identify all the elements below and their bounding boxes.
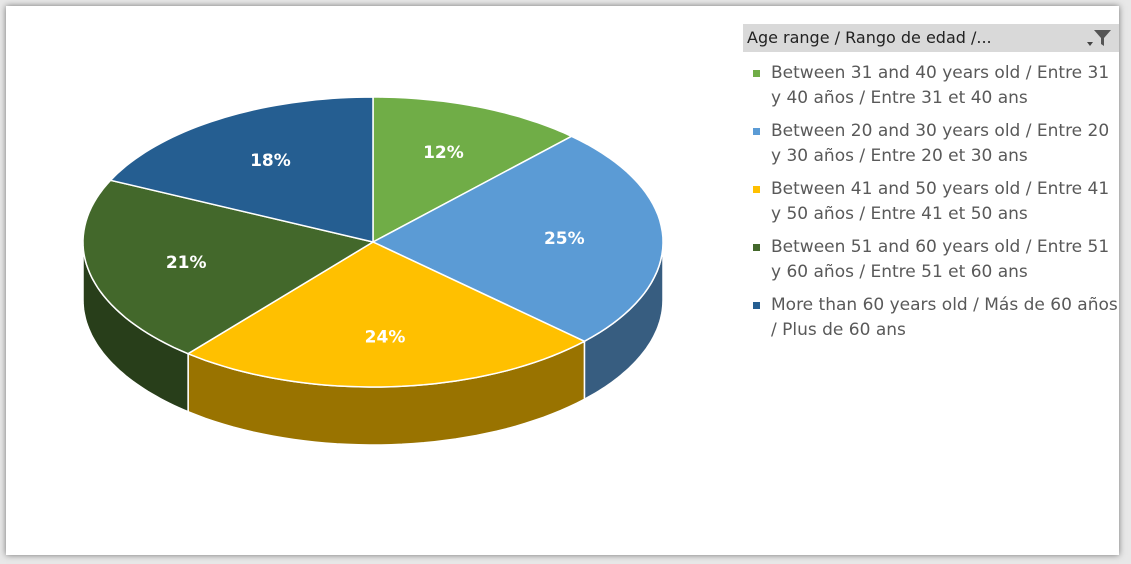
slice [372,96,574,244]
legend-label: Between 20 and 30 years old / Entre 20 y… [771,121,1110,166]
legend-entry: Between 41 and 50 years old / Entre 41 y… [743,177,1121,226]
legend-swatch [753,128,760,135]
slice [82,179,375,355]
legend-entry: Between 51 and 60 years old / Entre 51 y… [743,235,1121,284]
data-label: 25% [544,229,585,249]
data-label: 12% [423,143,464,163]
legend-label: More than 60 years old / Más de 60 años … [771,295,1118,340]
slice [186,241,587,388]
filter-icon[interactable] [1085,28,1113,48]
chart: 12% 25% 24% 21% 18% [82,96,664,446]
data-label: 24% [365,328,406,348]
legend-title-text: Age range / Rango de edad /... [747,28,992,47]
slice [109,96,374,243]
legend-swatch [753,302,760,309]
legend-label: Between 31 and 40 years old / Entre 31 y… [771,63,1110,108]
legend-entry: Between 31 and 40 years old / Entre 31 y… [743,61,1121,110]
legend-label: Between 51 and 60 years old / Entre 51 y… [771,237,1110,282]
slice [371,135,664,343]
chart-frame: 12% 25% 24% 21% 18% Age range / Rango de eda… [6,6,1119,555]
legend-entry: Between 20 and 30 years old / Entre 20 y… [743,119,1121,168]
legend: Age range / Rango de edad /... Between 3… [743,24,1119,342]
legend-swatch [753,70,760,77]
legend-swatch [753,186,760,193]
legend-entry: More than 60 years old / Más de 60 años … [743,293,1121,342]
legend-label: Between 41 and 50 years old / Entre 41 y… [771,179,1110,224]
data-label: 18% [250,151,291,171]
legend-title: Age range / Rango de edad /... [743,24,1119,52]
legend-swatch [753,244,760,251]
data-label: 21% [166,253,207,273]
